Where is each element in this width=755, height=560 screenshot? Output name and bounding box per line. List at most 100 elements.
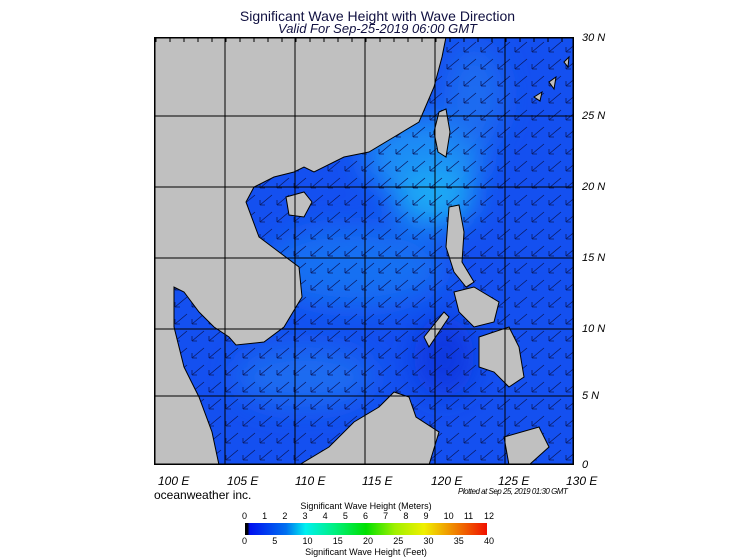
lat-lon-grid bbox=[154, 37, 574, 465]
wave-arrow bbox=[565, 78, 574, 87]
wave-arrow bbox=[276, 211, 290, 223]
wave-arrow bbox=[565, 231, 574, 240]
taiwan-island bbox=[433, 108, 451, 158]
wave-arrow bbox=[412, 347, 426, 359]
wave-arrow bbox=[327, 381, 341, 393]
wave-arrow bbox=[514, 58, 528, 70]
wave-arrow bbox=[327, 330, 341, 342]
wave-arrow bbox=[327, 160, 341, 172]
wave-arrow bbox=[463, 347, 477, 359]
wave-arrow bbox=[378, 262, 392, 274]
wave-arrow bbox=[395, 347, 409, 359]
wave-arrow bbox=[191, 347, 205, 359]
wave-arrow bbox=[497, 160, 511, 172]
wave-arrow bbox=[259, 432, 273, 444]
wave-arrow bbox=[531, 398, 545, 410]
wave-arrow bbox=[548, 296, 562, 308]
wave-arrow bbox=[412, 194, 426, 206]
wave-arrow bbox=[276, 449, 290, 461]
wave-arrow bbox=[429, 398, 443, 410]
wave-arrow bbox=[565, 316, 574, 325]
wave-arrow bbox=[429, 415, 443, 427]
wave-arrow bbox=[446, 41, 460, 53]
wave-arrow bbox=[412, 364, 426, 376]
wave-arrow bbox=[276, 364, 290, 376]
wave-arrow bbox=[259, 398, 273, 410]
wave-arrow bbox=[548, 143, 562, 155]
wave-arrow bbox=[429, 245, 443, 257]
wave-arrow bbox=[565, 299, 574, 308]
wave-arrow bbox=[344, 381, 358, 393]
wave-arrow bbox=[565, 197, 574, 206]
wave-arrow bbox=[225, 364, 239, 376]
colorbar-tick: 2 bbox=[282, 511, 288, 521]
plotted-timestamp: Plotted at Sep 25, 2019 01:30 GMT bbox=[458, 487, 568, 496]
colorbar-tick: 1 bbox=[262, 511, 268, 521]
wave-arrow bbox=[531, 228, 545, 240]
wave-arrow bbox=[480, 432, 494, 444]
colorbar-tick: 8 bbox=[403, 511, 409, 521]
wave-arrow bbox=[497, 211, 511, 223]
wave-arrow bbox=[225, 347, 239, 359]
wave-arrow bbox=[446, 194, 460, 206]
wave-arrow bbox=[514, 75, 528, 87]
wave-arrow bbox=[497, 41, 511, 53]
wave-arrow bbox=[242, 364, 256, 376]
wave-arrow bbox=[327, 432, 341, 444]
wave-arrow bbox=[242, 432, 256, 444]
wave-arrow bbox=[174, 313, 188, 325]
wave-arrow bbox=[395, 211, 409, 223]
wave-arrow bbox=[344, 194, 358, 206]
wave-arrow bbox=[548, 449, 562, 461]
wave-arrow bbox=[378, 245, 392, 257]
colorbar-tick: 0 bbox=[242, 536, 248, 546]
wave-arrow bbox=[480, 262, 494, 274]
wave-arrow bbox=[548, 58, 562, 70]
colorbar-tick: 35 bbox=[453, 536, 464, 546]
colorbar-tick: 10 bbox=[302, 536, 313, 546]
wave-arrow bbox=[463, 211, 477, 223]
wave-arrow bbox=[310, 398, 324, 410]
wave-arrow bbox=[514, 211, 528, 223]
wave-arrow bbox=[225, 381, 239, 393]
colorbar-tick: 3 bbox=[302, 511, 308, 521]
wave-arrow bbox=[531, 381, 545, 393]
wave-arrow bbox=[412, 279, 426, 291]
lon-label: 105 E bbox=[227, 474, 259, 488]
wave-arrow bbox=[395, 381, 409, 393]
wave-arrow bbox=[514, 194, 528, 206]
wave-arrow bbox=[395, 262, 409, 274]
wave-arrow bbox=[480, 58, 494, 70]
wave-arrow bbox=[395, 364, 409, 376]
wave-arrow bbox=[463, 432, 477, 444]
wave-arrow bbox=[276, 330, 290, 342]
wave-arrow bbox=[378, 330, 392, 342]
wave-arrow bbox=[548, 432, 562, 444]
wave-arrow bbox=[565, 163, 574, 172]
wave-arrow bbox=[344, 279, 358, 291]
wave-arrow bbox=[497, 58, 511, 70]
wave-arrow bbox=[548, 92, 562, 104]
wave-arrow bbox=[378, 228, 392, 240]
wave-arrow bbox=[412, 160, 426, 172]
wave-arrow bbox=[310, 245, 324, 257]
lon-label: 115 E bbox=[362, 474, 393, 488]
wave-arrow bbox=[548, 398, 562, 410]
wave-arrow bbox=[276, 415, 290, 427]
colorbar-feet-title: Significant Wave Height (Feet) bbox=[305, 547, 427, 557]
wave-arrow bbox=[565, 265, 574, 274]
wave-arrow bbox=[242, 347, 256, 359]
wave-arrow bbox=[480, 126, 494, 138]
wave-arrow bbox=[480, 160, 494, 172]
wave-arrow bbox=[480, 279, 494, 291]
wave-arrow bbox=[395, 160, 409, 172]
wave-arrow bbox=[378, 194, 392, 206]
wave-arrow bbox=[548, 279, 562, 291]
wave-arrow bbox=[531, 58, 545, 70]
wave-arrow bbox=[242, 398, 256, 410]
wave-arrow bbox=[429, 92, 443, 104]
wave-arrow bbox=[191, 364, 205, 376]
wave-arrow bbox=[480, 381, 494, 393]
wave-arrow bbox=[565, 214, 574, 223]
wave-arrow bbox=[327, 194, 341, 206]
